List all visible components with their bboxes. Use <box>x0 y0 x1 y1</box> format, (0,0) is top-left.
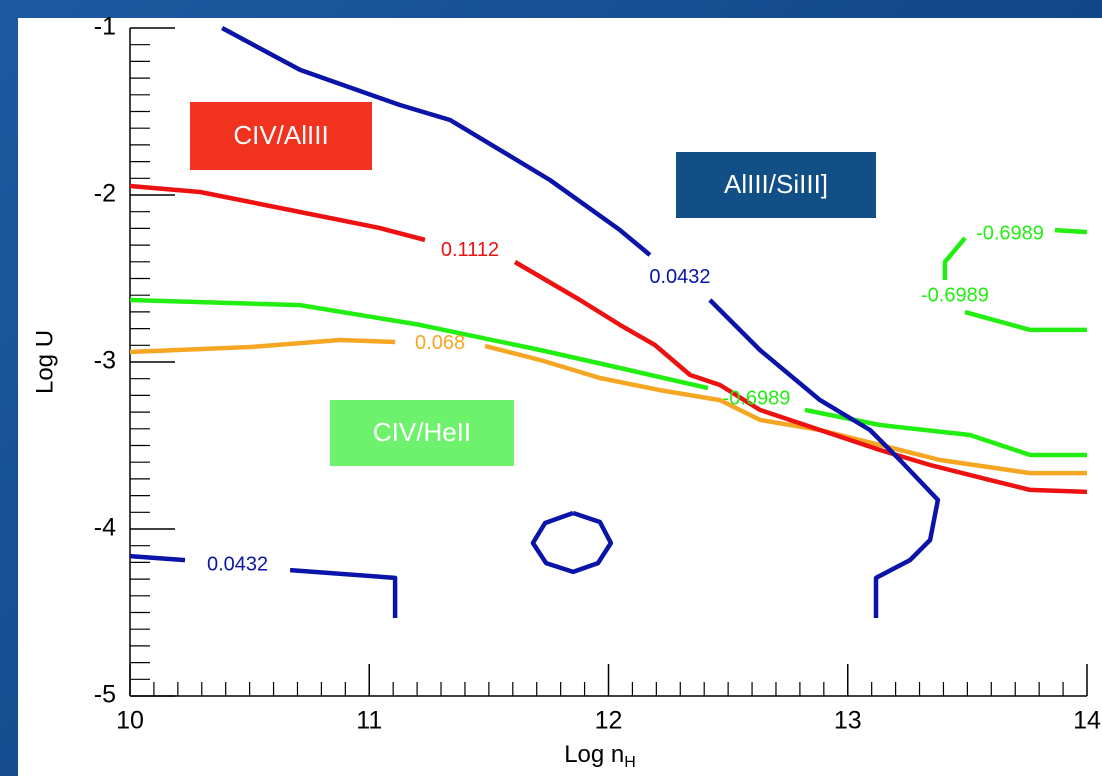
x-tick-label: 13 <box>834 707 862 735</box>
contour-line <box>530 510 614 575</box>
region-box <box>676 152 876 218</box>
contour-line <box>129 183 1088 495</box>
x-tick-label: 11 <box>356 707 382 735</box>
contour-line <box>129 553 398 618</box>
marks: -5 -4 -3 -2 -1 10 11 12 13 14 0.0432 0.0432 0.1112 0.… <box>94 13 1101 735</box>
x-tick-label: 12 <box>595 707 623 735</box>
x-tick-label: 14 <box>1073 707 1101 735</box>
contour-label: 0.0432 <box>207 553 268 575</box>
y-axis-label: Log U <box>31 330 58 394</box>
y-tick-label: -5 <box>94 681 116 709</box>
region-label: CIV/HeII <box>373 417 471 447</box>
y-tick-label: -1 <box>94 13 116 41</box>
contour-line <box>129 337 1087 476</box>
y-tick-label: -3 <box>94 347 116 375</box>
region-box <box>190 102 372 170</box>
y-tick-label: -4 <box>94 514 116 542</box>
contour-line <box>942 227 1088 333</box>
x-axis-label-sub: H <box>624 754 636 771</box>
plot-panel <box>18 18 1102 776</box>
contour-label: -0.6989 <box>921 284 989 306</box>
contour-label: 0.0432 <box>649 266 710 288</box>
y-tick-label: -2 <box>94 180 116 208</box>
region-label: AlIII/SiIII] <box>724 169 828 199</box>
contour-label: 0.1112 <box>441 239 499 261</box>
region-box <box>330 400 514 466</box>
x-axis-label-main: Log n <box>564 741 624 768</box>
contour-line <box>221 26 941 618</box>
x-tick-label: 10 <box>116 707 144 735</box>
contour-label: -0.6989 <box>723 387 791 409</box>
contour-label: 0.068 <box>415 332 465 354</box>
region-label: CIV/AlIII <box>233 120 328 150</box>
x-axis-label: Log nH <box>564 741 636 771</box>
contour-label: -0.6989 <box>976 222 1044 244</box>
